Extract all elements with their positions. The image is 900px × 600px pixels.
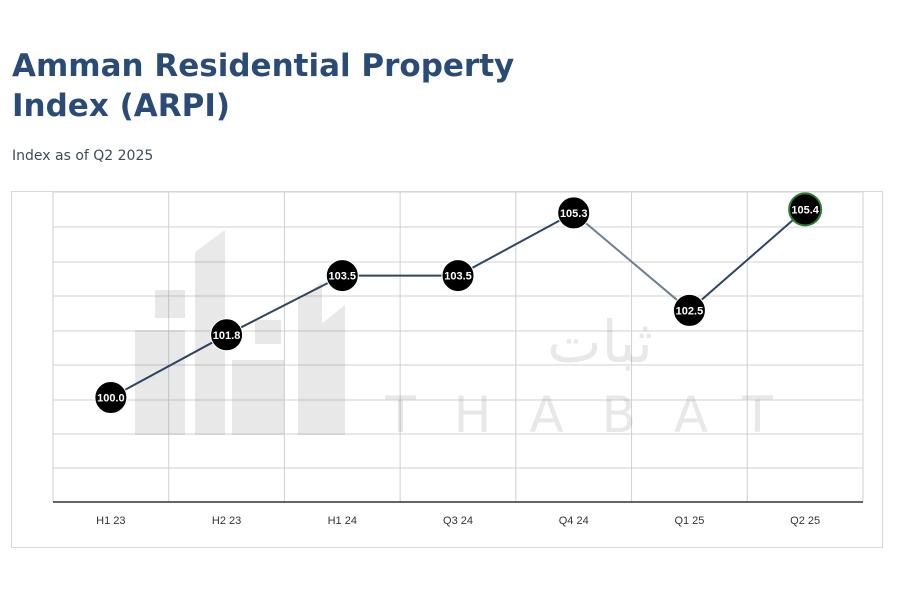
watermark: ثبات THABAT xyxy=(135,230,811,444)
series-segment xyxy=(573,212,691,312)
series-segment xyxy=(457,212,575,277)
chart-subtitle: Index as of Q2 2025 xyxy=(12,148,154,164)
x-tick-label: H1 23 xyxy=(96,515,125,527)
data-label: 105.4 xyxy=(791,204,819,216)
series-markers: 100.0 101.8 103.5 103.5 105.3 102.5 105.4 xyxy=(94,192,823,415)
series-segment xyxy=(688,208,806,312)
data-point xyxy=(788,192,823,227)
data-point xyxy=(325,259,359,293)
data-point xyxy=(441,259,475,293)
watermark-logo-icon xyxy=(135,230,345,435)
data-label: 101.8 xyxy=(213,330,241,342)
x-tick-label: Q4 24 xyxy=(559,515,589,527)
watermark-latin: THABAT xyxy=(384,386,811,444)
x-tick-label: Q2 25 xyxy=(790,515,820,527)
data-point xyxy=(210,318,244,352)
data-point xyxy=(94,381,128,415)
data-point xyxy=(672,293,706,327)
chart-title: Amman Residential Property Index (ARPI) xyxy=(12,48,515,124)
x-tick-label: Q3 24 xyxy=(443,515,473,527)
series-segment xyxy=(226,274,343,336)
data-label: 103.5 xyxy=(444,271,472,283)
x-axis-ticks: H1 23 H2 23 H1 24 Q3 24 Q4 24 Q1 25 Q2 25 xyxy=(96,515,820,527)
data-label: 102.5 xyxy=(676,305,704,317)
data-label: 103.5 xyxy=(329,271,357,283)
x-tick-label: Q1 25 xyxy=(674,515,704,527)
series-segment xyxy=(110,333,228,399)
chart-grid xyxy=(52,191,864,503)
data-label: 100.0 xyxy=(97,393,125,405)
chart-frame xyxy=(11,191,883,548)
data-point xyxy=(557,196,591,230)
series-line xyxy=(110,208,806,399)
data-label: 105.3 xyxy=(560,208,588,220)
x-tick-label: H2 23 xyxy=(212,515,241,527)
x-tick-label: H1 24 xyxy=(328,515,357,527)
watermark-arabic: ثبات xyxy=(547,308,653,376)
